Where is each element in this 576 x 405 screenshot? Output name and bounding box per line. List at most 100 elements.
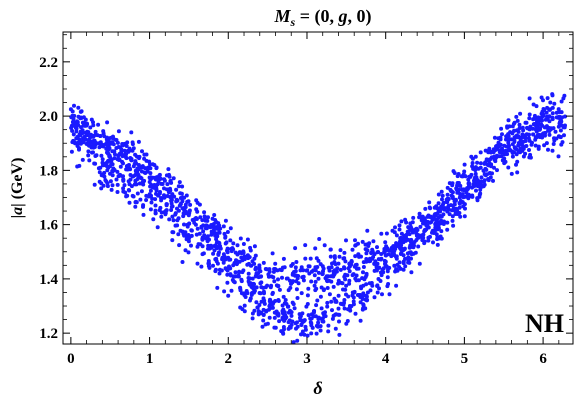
data-point <box>434 204 439 209</box>
data-point <box>140 149 144 154</box>
data-point <box>93 154 98 158</box>
data-point <box>343 287 348 292</box>
data-point <box>510 142 515 147</box>
data-point <box>195 261 200 266</box>
data-point <box>152 183 157 187</box>
data-point <box>239 291 244 296</box>
data-point <box>492 135 497 140</box>
data-point <box>129 130 134 135</box>
data-point <box>447 181 452 186</box>
data-point <box>351 302 356 307</box>
data-point <box>292 306 297 311</box>
data-point <box>327 292 332 297</box>
data-point <box>276 313 281 318</box>
data-point <box>217 267 222 272</box>
data-point <box>233 270 238 275</box>
data-point <box>145 166 149 171</box>
data-point <box>216 223 221 228</box>
data-point <box>150 162 155 167</box>
data-point <box>457 211 462 215</box>
data-point <box>343 259 348 264</box>
data-point <box>268 297 272 302</box>
data-point <box>159 214 164 219</box>
data-point <box>512 138 517 143</box>
data-point <box>403 264 408 269</box>
data-point <box>303 327 308 332</box>
data-point <box>256 271 261 276</box>
data-point <box>478 161 483 166</box>
data-point <box>527 96 532 101</box>
data-point <box>223 235 228 240</box>
data-point <box>503 159 508 164</box>
data-point <box>223 241 228 246</box>
data-point <box>353 238 357 243</box>
data-point <box>467 183 471 187</box>
data-point <box>329 299 334 304</box>
data-point <box>88 125 93 130</box>
data-point <box>77 132 82 137</box>
data-point <box>220 255 225 260</box>
data-point <box>452 171 457 175</box>
data-point <box>315 265 320 269</box>
data-point <box>300 329 305 334</box>
data-point <box>225 280 230 285</box>
data-point <box>120 142 125 146</box>
data-point <box>169 208 174 212</box>
data-point <box>325 300 330 305</box>
data-point <box>155 225 160 230</box>
data-point <box>372 295 377 300</box>
data-point <box>473 154 478 159</box>
data-point <box>450 194 455 199</box>
data-point <box>270 302 275 306</box>
data-point <box>445 192 450 197</box>
data-point <box>81 136 85 141</box>
data-point <box>321 319 326 324</box>
data-point <box>420 238 425 243</box>
data-point <box>169 198 174 203</box>
data-point <box>451 223 456 228</box>
data-point <box>433 223 438 228</box>
data-point <box>440 193 445 198</box>
data-point <box>91 150 95 155</box>
data-point <box>309 331 314 336</box>
data-point <box>356 278 361 283</box>
data-point <box>189 228 194 233</box>
data-point <box>105 184 110 189</box>
data-point <box>91 120 95 125</box>
data-point <box>451 203 455 208</box>
data-point <box>121 177 126 182</box>
data-point <box>506 118 511 123</box>
data-point <box>76 105 81 110</box>
data-point <box>394 241 399 246</box>
data-point <box>252 244 257 249</box>
data-point <box>473 168 478 173</box>
data-point <box>81 140 86 145</box>
data-point <box>138 165 143 170</box>
data-point <box>183 248 188 253</box>
data-point <box>88 135 93 140</box>
data-point <box>72 113 77 118</box>
data-point <box>486 177 491 181</box>
data-point <box>516 134 521 139</box>
data-point <box>130 140 135 145</box>
data-point <box>237 250 242 255</box>
data-point <box>361 302 366 307</box>
data-point <box>194 216 198 220</box>
data-point <box>408 224 413 229</box>
data-point <box>176 232 181 237</box>
data-point <box>118 164 123 169</box>
data-point <box>548 100 553 105</box>
data-point <box>127 146 132 151</box>
data-point <box>215 261 220 266</box>
data-point <box>516 149 521 154</box>
data-point <box>318 328 323 333</box>
data-point <box>141 204 145 209</box>
data-point <box>375 245 379 250</box>
data-point <box>282 310 287 315</box>
data-point <box>123 152 128 157</box>
data-point <box>313 268 318 273</box>
data-point <box>115 169 120 174</box>
data-point <box>395 262 400 267</box>
data-point <box>536 144 541 149</box>
data-point <box>265 283 270 288</box>
